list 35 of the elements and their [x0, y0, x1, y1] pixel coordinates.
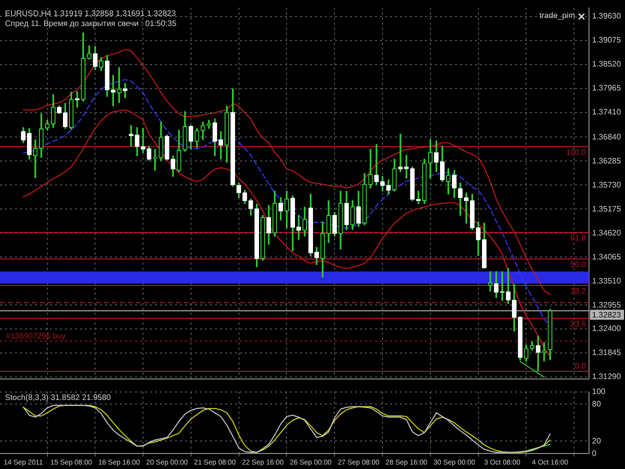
y-tick-label: 1.35730: [592, 180, 622, 190]
ref-line-label: 50.0: [570, 260, 587, 270]
chart-title: EURUSD,H4 1.31919 1.32858 1.31691 1.32823: [5, 9, 176, 18]
y-tick-label: 1.39630: [592, 12, 622, 21]
ref-line-label: 23.6: [570, 320, 587, 329]
y-tick-label: 20: [592, 436, 602, 446]
candlestick: [140, 128, 146, 153]
chart-title: Stoch(8,3,3) 31.8582 21.9580: [5, 393, 112, 402]
y-tick-label: 80: [592, 399, 602, 408]
y-tick-label: 1.34620: [592, 228, 622, 238]
candlestick: [374, 144, 379, 185]
ref-line-label: #136907296 buy: [6, 331, 66, 340]
ref-line-label: 38.2: [570, 286, 587, 296]
y-tick-label: 1.38520: [592, 60, 622, 69]
y-tick-label: 1.36285: [592, 156, 622, 166]
y-tick-label: 1.31290: [592, 372, 622, 382]
y-tick-label: 1.39075: [592, 36, 622, 45]
ref-line-label: 0.0: [574, 362, 587, 371]
text: Спред 11. Время до закрытия свечи : 01:50:35: [5, 19, 177, 28]
y-tick-label: 1.34065: [592, 252, 622, 262]
y-tick-label: 1.37410: [592, 108, 622, 117]
y-tick-label: 0: [592, 448, 597, 458]
y-tick-label: 100: [592, 387, 606, 396]
y-tick-label: 1.36840: [592, 132, 622, 142]
y-tick-label: 1.31845: [592, 348, 622, 358]
ref-line-label: 100.0: [566, 148, 587, 157]
ref-line-label: 61.8: [570, 234, 587, 243]
y-tick-label: 1.35175: [592, 204, 622, 214]
y-tick-label: 1.32955: [592, 300, 622, 310]
annotation: trade_pim: [539, 11, 576, 20]
ref-line-label: 1.32823: [592, 310, 622, 320]
y-tick-label: 1.32400: [592, 324, 622, 334]
y-tick-label: 1.37965: [592, 84, 622, 93]
y-tick-label: 1.33510: [592, 276, 622, 286]
candlestick: [398, 134, 403, 172]
